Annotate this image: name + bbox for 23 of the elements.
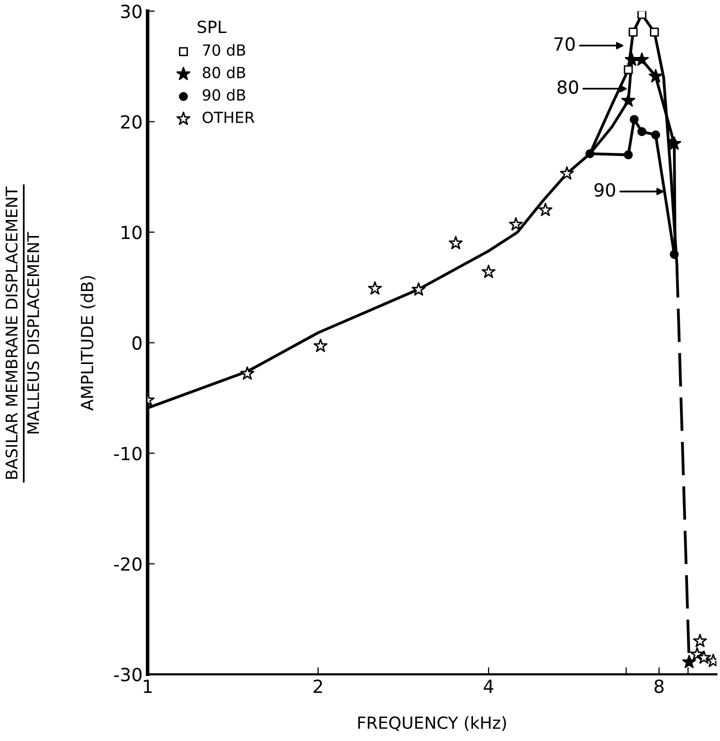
- x-axis-title: FREQUENCY (kHz): [358, 716, 506, 731]
- y-axis-title: AMPLITUDE (dB): [80, 276, 96, 411]
- y-tick-label: 30: [121, 4, 142, 18]
- y-tick-label: -30: [114, 668, 142, 682]
- x-tick-label: 4: [484, 680, 494, 693]
- legend-label: 70 dB: [203, 44, 246, 56]
- x-tick-label: 8: [654, 679, 664, 694]
- x-tick-label: 2: [314, 679, 322, 693]
- legend-title: SPL: [198, 20, 226, 34]
- y-tick-label: 10: [122, 226, 142, 240]
- y-tick-label: -10: [114, 446, 142, 460]
- legend-label: 80 dB: [202, 66, 246, 78]
- annotation: 70: [554, 37, 575, 51]
- legend-label: OTHER: [202, 112, 254, 124]
- y-tick-label: -20: [114, 557, 142, 571]
- legend-label: 90 dB: [202, 88, 246, 101]
- y-tick-label: 0: [132, 336, 142, 350]
- x-tick-label: 1: [144, 680, 152, 693]
- text: MALLEUS DISPLACEMENT: [27, 232, 40, 434]
- annotation: 90: [594, 183, 616, 197]
- text: BASILAR MEMBRANE DISPLACEMENT: [6, 186, 18, 479]
- y-tick-label: 20: [121, 115, 142, 129]
- annotation: 80: [558, 80, 578, 94]
